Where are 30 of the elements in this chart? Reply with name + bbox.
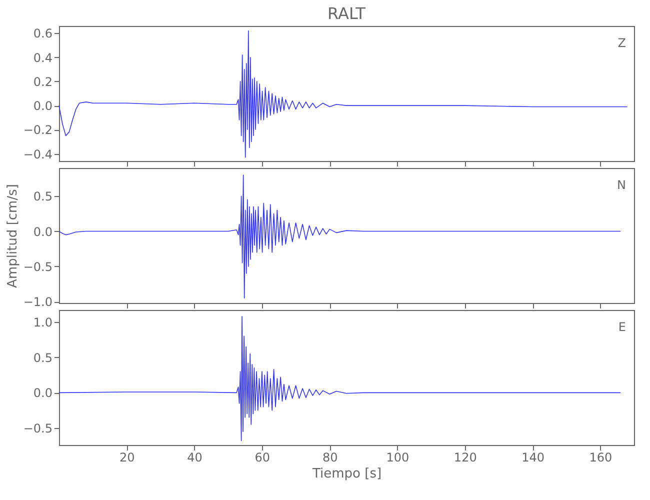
y-tick-label: 0.0 [33,99,52,114]
chart-title: RALT [328,4,366,23]
y-tick-label: −0.5 [23,260,52,274]
annotation: E [618,320,626,334]
y-tick-label: 0.6 [33,26,52,41]
annotation: N [617,178,626,192]
y-tick-label: −0.4 [23,147,52,162]
x-tick-label: 40 [187,450,202,464]
x-axis-title: Tiempo [s] [311,466,382,482]
x-tick-label: 80 [322,450,338,464]
y-axis-title: Amplitud [cm/s] [5,184,20,288]
x-tick-label: 140 [522,450,544,464]
x-tick-label: 60 [254,450,270,464]
y-tick-label: −0.2 [23,123,52,138]
y-tick-label: 0.5 [33,350,52,365]
line-series [58,30,628,158]
x-tick-label: 160 [589,450,612,464]
line-series [58,316,621,442]
x-tick-label: 100 [386,450,410,464]
annotation: Z [618,36,626,50]
y-tick-label: −1.0 [23,295,52,310]
x-tick-label: 20 [120,450,135,464]
y-tick-label: 0.0 [33,224,52,239]
x-tick-label: 120 [454,450,477,464]
y-tick-label: −0.5 [23,422,52,436]
y-tick-label: 1.0 [33,316,52,330]
y-tick-label: 0.0 [33,386,52,400]
y-tick-label: 0.5 [33,190,52,204]
y-tick-label: 0.4 [33,50,52,65]
y-tick-label: 0.2 [33,74,52,89]
